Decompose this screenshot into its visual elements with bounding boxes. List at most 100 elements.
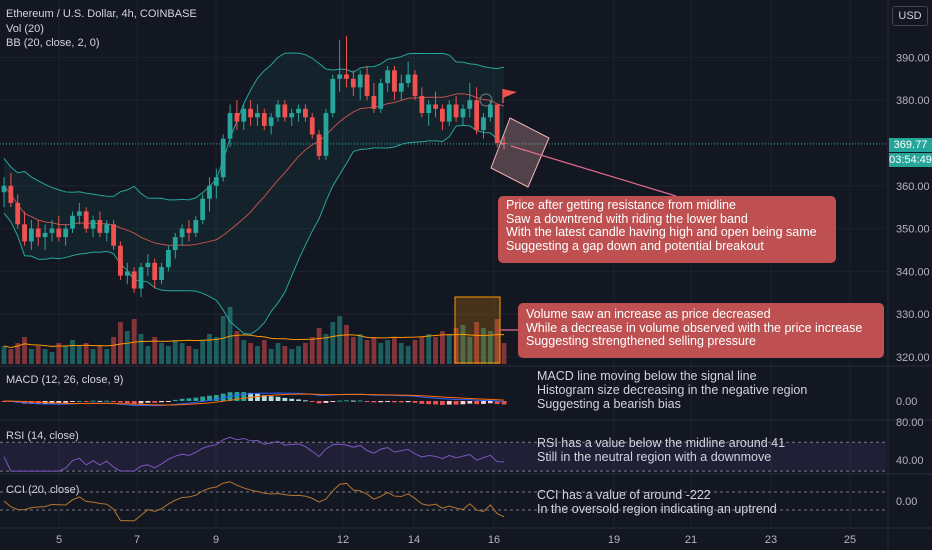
- macd-histogram-bar: [186, 398, 192, 401]
- volume-bar: [166, 346, 171, 364]
- volume-bar: [22, 337, 27, 364]
- note-line: Still in the neutral region with a downm…: [537, 450, 772, 464]
- bar-countdown-tag: 03:54:49: [889, 153, 932, 167]
- candle-body: [433, 104, 438, 109]
- candle-body: [323, 113, 329, 156]
- candle-body: [63, 228, 69, 238]
- macd-histogram-bar: [398, 401, 404, 403]
- rsi-note: RSI has a value below the midline around…: [537, 436, 785, 464]
- candle-body: [446, 104, 452, 122]
- macd-histogram-bar: [193, 397, 199, 401]
- macd-histogram-bar: [138, 401, 144, 404]
- volume-bar: [378, 343, 384, 364]
- macd-histogram-bar: [378, 401, 384, 403]
- volume-callout: Volume saw an increase as price decrease…: [518, 303, 884, 358]
- volume-bar: [90, 349, 96, 364]
- volume-bar: [172, 340, 178, 364]
- volume-bar: [289, 349, 295, 364]
- candle-body: [104, 224, 110, 233]
- note-line: MACD line moving below the signal line: [537, 369, 757, 383]
- cci-title[interactable]: CCI (20, close): [6, 484, 80, 496]
- candle-body: [207, 185, 212, 199]
- macd-histogram-bar: [309, 401, 315, 402]
- volume-bar: [501, 343, 507, 364]
- rsi-title[interactable]: RSI (14, close): [6, 430, 79, 442]
- volume-bar: [138, 334, 144, 364]
- volume-bar: [392, 337, 397, 364]
- candle-body: [378, 83, 384, 109]
- macd-histogram-bar: [467, 401, 473, 404]
- price-tick-label: 320.00: [896, 352, 930, 364]
- candle-body: [248, 108, 253, 118]
- macd-histogram-bar: [371, 401, 377, 403]
- macd-histogram-bar: [179, 398, 185, 401]
- note-line: Suggesting a bearish bias: [537, 397, 681, 411]
- candle-body: [131, 271, 137, 289]
- macd-histogram-bar: [200, 396, 206, 401]
- macd-histogram-bar: [268, 396, 274, 401]
- volume-bar: [309, 337, 315, 364]
- macd-histogram-bar: [296, 399, 301, 401]
- candle-body: [412, 74, 418, 96]
- volume-bar: [261, 340, 267, 364]
- candle-body: [172, 237, 178, 250]
- macd-histogram-bar: [330, 401, 336, 402]
- note-line: Histogram size decreasing in the negativ…: [537, 383, 808, 397]
- indicator-tick-label: 0.00: [896, 496, 917, 508]
- price-tick-label: 350.00: [896, 224, 930, 236]
- candle-body: [213, 177, 219, 186]
- macd-histogram-bar: [90, 400, 96, 402]
- macd-histogram-bar: [83, 401, 89, 402]
- volume-bar: [296, 346, 301, 364]
- volume-bar: [419, 337, 425, 364]
- candle-body: [15, 202, 21, 225]
- macd-histogram-bar: [63, 401, 69, 403]
- volume-bar: [56, 343, 62, 364]
- candle-body: [296, 108, 301, 114]
- macd-histogram-bar: [111, 401, 116, 402]
- candle-body: [501, 143, 507, 144]
- macd-histogram-bar: [316, 401, 322, 404]
- candle-body: [97, 220, 103, 233]
- macd-histogram-bar: [76, 400, 82, 402]
- last-price-tag: 369.77: [889, 138, 932, 152]
- candle-body: [467, 100, 473, 109]
- macd-title[interactable]: MACD (12, 26, close, 9): [6, 374, 124, 386]
- candle-body: [275, 104, 281, 118]
- volume-ma-line: [3, 333, 505, 349]
- volume-bar: [76, 346, 82, 364]
- volume-bar: [344, 325, 349, 364]
- volume-bar: [83, 343, 89, 364]
- price-tick-label: 380.00: [896, 95, 930, 107]
- macd-histogram-bar: [364, 401, 370, 402]
- volume-bar: [15, 343, 21, 364]
- rsi-line: [3, 436, 505, 472]
- candle-body: [70, 215, 75, 229]
- candle-body: [460, 108, 466, 118]
- macd-histogram-bar: [145, 401, 151, 403]
- indicator-tick-label: 80.00: [896, 417, 924, 429]
- macd-histogram-bar: [124, 401, 130, 404]
- currency-button[interactable]: USD: [892, 6, 928, 26]
- candle-body: [49, 228, 55, 233]
- volume-bar: [111, 337, 116, 364]
- candle-body: [392, 70, 397, 92]
- volume-bar: [234, 331, 240, 364]
- macd-histogram-bar: [357, 400, 363, 402]
- volume-bar: [460, 325, 466, 364]
- volume-bar: [255, 346, 260, 364]
- candle-body: [152, 262, 158, 280]
- volume-bar: [282, 346, 288, 364]
- volume-bar: [200, 340, 206, 364]
- callout-line: Suggesting strengthened selling pressure: [526, 334, 757, 348]
- note-line: In the oversold region indicating an upt…: [537, 502, 777, 516]
- candle-body: [29, 228, 34, 242]
- volume-bar: [350, 337, 356, 364]
- macd-histogram-bar: [323, 401, 329, 403]
- volume-bar: [152, 337, 158, 364]
- macd-histogram-bar: [220, 393, 226, 401]
- macd-histogram-bar: [104, 400, 110, 402]
- candle-body: [268, 117, 274, 126]
- bollinger-bands: [0, 52, 886, 335]
